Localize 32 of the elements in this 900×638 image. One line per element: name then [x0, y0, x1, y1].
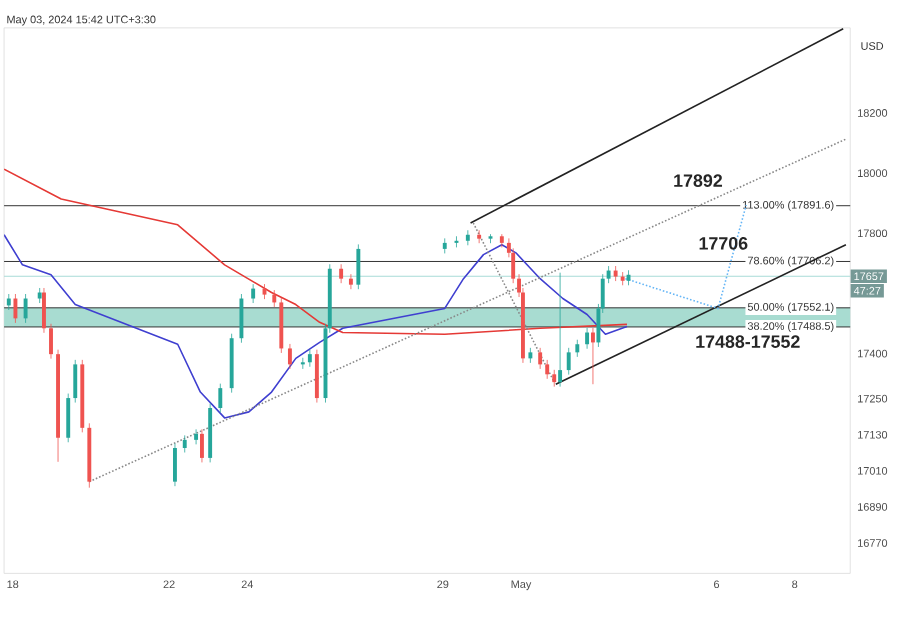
candlestick [23, 294, 28, 324]
candlestick [545, 359, 550, 380]
candlestick [73, 359, 78, 404]
candlestick [585, 328, 590, 350]
candlestick [251, 284, 256, 304]
candlestick [194, 429, 199, 446]
candlestick [279, 297, 284, 354]
candlestick [173, 443, 177, 488]
candlestick [314, 349, 319, 404]
candlestick [591, 328, 595, 386]
annotation: 17488-17552 [696, 335, 800, 349]
line-series [4, 168, 628, 336]
candlestick [239, 294, 244, 344]
candlestick [199, 429, 204, 464]
candlestick [339, 264, 344, 285]
annotation: 17706 [699, 237, 748, 251]
candlestick [477, 230, 482, 245]
candlestick [300, 357, 305, 370]
annotation: 17892 [674, 174, 723, 188]
candlestick [13, 294, 18, 324]
candlestick [49, 323, 53, 360]
candlestick [558, 272, 563, 388]
candlestick [42, 288, 46, 334]
line-series [4, 234, 628, 420]
candlestick [566, 347, 571, 376]
candlestick [218, 383, 223, 414]
candlestick [287, 343, 292, 370]
candlestick [307, 349, 312, 368]
candlestick [538, 347, 543, 370]
candlestick [356, 244, 361, 291]
candlestick [348, 274, 353, 291]
candlestick [66, 393, 71, 444]
